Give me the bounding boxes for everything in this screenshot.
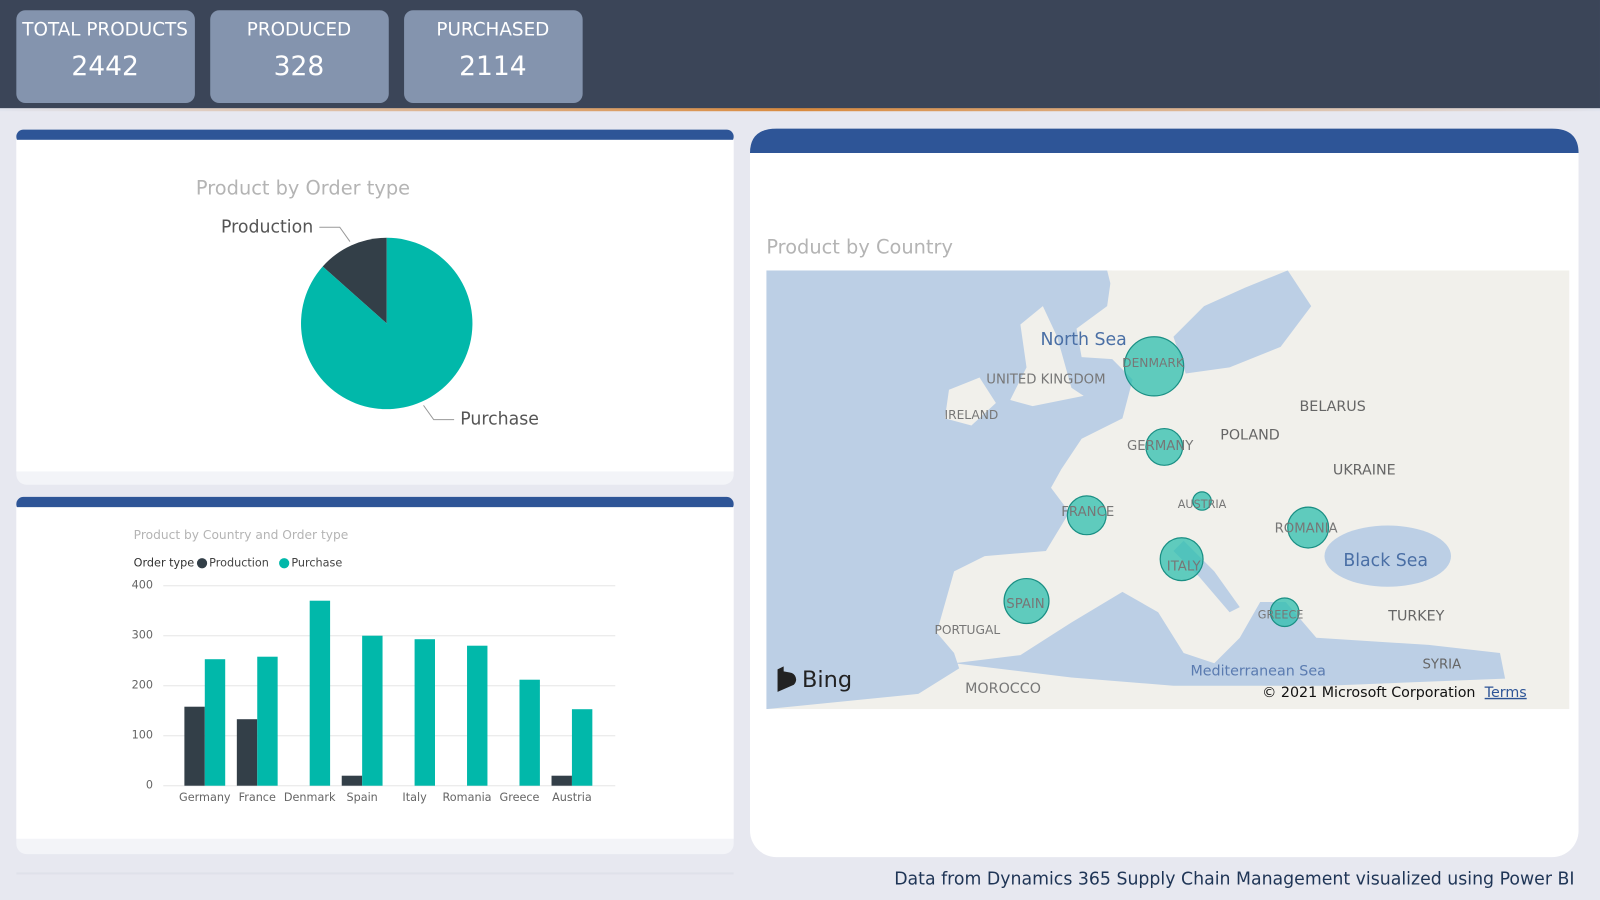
kpi-card: [210, 10, 389, 104]
x-tick-label: Austria: [552, 791, 592, 804]
bar: [467, 645, 488, 786]
y-tick-label: 300: [132, 629, 153, 642]
pie-label: Production: [221, 217, 313, 237]
bar: [551, 775, 572, 786]
map-bubble: [1123, 336, 1185, 397]
legend-swatch: [196, 558, 208, 569]
map-bubble: [1192, 491, 1212, 511]
map-land: [1010, 306, 1084, 407]
x-tick-label: Italy: [402, 791, 427, 804]
map-label: POLAND: [1220, 428, 1280, 444]
kpi-value: 2442: [71, 51, 138, 82]
bar: [184, 706, 205, 786]
y-tick-label: 400: [132, 579, 153, 592]
chart-title: Product by Country and Order type: [134, 528, 349, 542]
map-label: SYRIA: [1422, 657, 1461, 672]
header-accent: [0, 108, 1600, 112]
card-header: [749, 128, 1579, 154]
map-bubble: [1066, 495, 1107, 536]
map-label: Mediterranean Sea: [1190, 663, 1325, 679]
bar: [236, 719, 258, 786]
map-sea: [1173, 270, 1312, 374]
map-title: Product by Country: [766, 235, 953, 258]
map-label: IRELAND: [944, 408, 998, 422]
map-bubble: [1287, 506, 1330, 549]
map-sea: [954, 591, 1506, 686]
y-tick-label: 100: [132, 729, 153, 742]
x-tick-label: Denmark: [284, 791, 336, 804]
bar: [519, 679, 540, 786]
map-label: GERMANY: [1127, 439, 1194, 454]
bar: [309, 600, 331, 786]
map-attribution: © 2021 Microsoft Corporation: [1262, 685, 1475, 701]
map-label: ITALY: [1167, 559, 1202, 574]
map-label: North Sea: [1041, 330, 1127, 350]
map-labels: North Sea UNITED KINGDOM IRELAND DENMARK GER…: [934, 330, 1461, 697]
bar: [341, 775, 363, 786]
map-label: UNITED KINGDOM: [986, 373, 1105, 388]
x-tick-label: Spain: [346, 791, 377, 804]
bar: [204, 659, 226, 786]
map-label: TURKEY: [1387, 608, 1444, 624]
divider: [16, 872, 734, 875]
map-label: DENMARK: [1122, 356, 1185, 370]
map-label: AUSTRIA: [1178, 498, 1227, 511]
legend-title: Order type: [134, 556, 195, 569]
footer: Data from Dynamics 365 Supply Chain Mana…: [894, 870, 1574, 890]
x-tick-label: France: [239, 791, 276, 804]
bing-logo-icon: [777, 666, 797, 692]
kpi-label: TOTAL PRODUCTS: [21, 20, 188, 41]
map-label: PORTUGAL: [934, 623, 1000, 637]
bar: [571, 709, 593, 786]
leader-line: [423, 405, 455, 421]
map-label: GREECE: [1258, 608, 1304, 621]
map-label: MOROCCO: [965, 681, 1041, 697]
legend-label: Production: [209, 556, 269, 569]
kpi-value: 328: [274, 51, 325, 82]
map-label: FRANCE: [1061, 505, 1114, 520]
map-bubble: [1003, 577, 1050, 625]
kpi-card: [16, 10, 195, 104]
map-label: ROMANIA: [1275, 522, 1338, 537]
kpi-label: PRODUCED: [247, 20, 351, 41]
map-label: UKRAINE: [1333, 462, 1396, 478]
map-bubbles: [1003, 336, 1330, 628]
kpi-value: 2114: [459, 51, 526, 82]
map-label: BELARUS: [1300, 399, 1366, 415]
y-tick-label: 0: [146, 779, 153, 792]
kpi-label: PURCHASED: [436, 20, 549, 41]
map-land: [944, 377, 996, 426]
map-label: Black Sea: [1343, 551, 1428, 571]
map-terms[interactable]: Terms: [1484, 685, 1527, 701]
map-bubble: [1145, 427, 1184, 466]
bar: [414, 639, 435, 786]
bar: [257, 656, 278, 786]
bar: [362, 635, 383, 786]
x-tick-label: Germany: [179, 791, 231, 804]
map-label: SPAIN: [1006, 597, 1044, 612]
x-tick-label: Greece: [500, 791, 540, 804]
pie-slice: [322, 237, 387, 324]
pie-label: Purchase: [460, 410, 539, 430]
pie-slice: [301, 237, 473, 410]
x-tick-label: Romania: [443, 791, 492, 804]
map-bubble: [1159, 537, 1204, 582]
map-bubble: [1269, 597, 1300, 628]
map-land: [1107, 270, 1184, 342]
legend-swatch: [279, 558, 290, 569]
map: North Sea UNITED KINGDOM IRELAND DENMARK GER…: [766, 270, 1570, 710]
leader-line: [319, 226, 351, 242]
legend-label: Purchase: [291, 556, 342, 569]
chart-title: Product by Order type: [196, 176, 410, 199]
map-sea: [1324, 525, 1452, 587]
y-tick-label: 200: [132, 679, 153, 692]
kpi-card: [404, 10, 583, 104]
bing-logo: Bing: [802, 667, 852, 693]
